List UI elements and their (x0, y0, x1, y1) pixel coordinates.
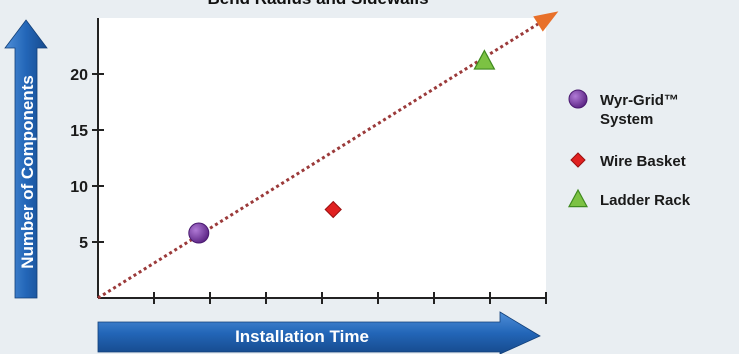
trend-arrowhead (533, 11, 559, 32)
legend-label: System (600, 111, 653, 128)
legend-marker (567, 188, 589, 208)
legend-label: Wyr-Grid™ (600, 92, 679, 109)
y-axis-arrow: Number of Components (4, 19, 48, 299)
trend-line (97, 22, 539, 300)
legend-marker (568, 89, 588, 109)
legend-label: Ladder Rack (600, 192, 691, 209)
x-axis-arrow: Installation Time (97, 311, 541, 354)
data-point (188, 222, 210, 244)
x-axis-label: Installation Time (235, 327, 369, 346)
legend: Wyr-Grid™ System Wire Basket Ladder Rack (567, 89, 691, 209)
y-tick-label: 20 (70, 67, 88, 84)
legend-marker (570, 152, 586, 168)
y-tick-label: 10 (70, 179, 88, 196)
chart-title: Bend Radius and Sidewalls (207, 0, 428, 8)
y-tick-label: 5 (79, 235, 88, 252)
data-point (324, 200, 342, 219)
y-tick-label: 15 (70, 123, 88, 140)
data-point (473, 49, 496, 70)
y-axis-label: Number of Components (18, 75, 37, 269)
legend-label: Wire Basket (600, 153, 686, 170)
